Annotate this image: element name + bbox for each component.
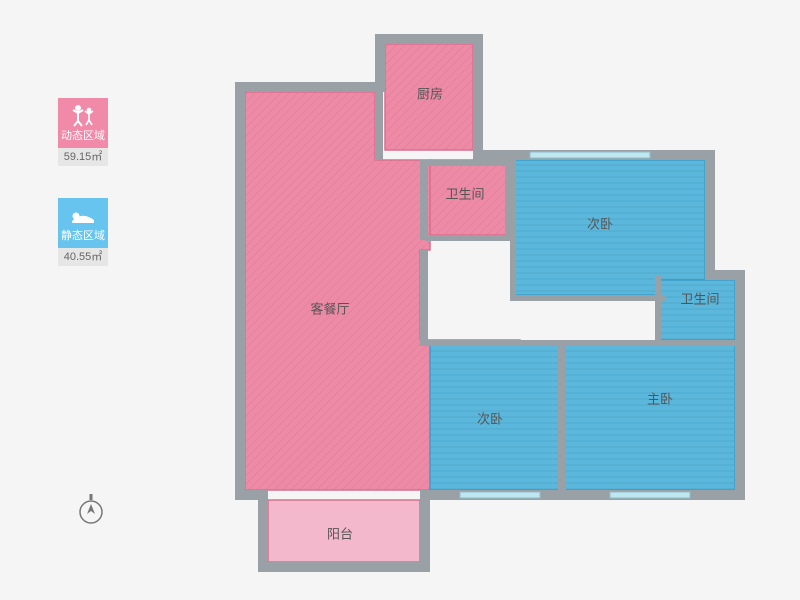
room-label-master: 主卧 — [647, 391, 673, 406]
room-label-kitchen: 厨房 — [417, 86, 443, 101]
room-label-bath1: 卫生间 — [445, 186, 484, 201]
room-label-living: 客餐厅 — [310, 301, 349, 316]
inner-wall — [425, 235, 511, 241]
inner-wall — [420, 250, 428, 346]
room-master — [565, 345, 735, 490]
outer-wall-segment — [258, 490, 268, 572]
outer-wall-segment — [375, 34, 483, 44]
window — [530, 152, 650, 158]
inner-wall — [425, 160, 515, 166]
window — [610, 492, 690, 498]
inner-wall — [420, 340, 740, 346]
outer-wall-segment — [735, 270, 745, 500]
room-label-bed2a: 次卧 — [587, 216, 613, 231]
outer-wall-segment — [268, 562, 430, 572]
outer-wall-segment — [235, 82, 385, 92]
room-label-balcony: 阳台 — [327, 526, 353, 541]
inner-wall — [420, 160, 428, 240]
inner-wall — [655, 275, 661, 345]
room-bath2 — [660, 280, 735, 340]
room-label-bath2: 卫生间 — [680, 291, 719, 306]
inner-wall — [510, 160, 516, 300]
outer-wall-segment — [420, 490, 430, 572]
outer-wall-segment — [705, 150, 715, 280]
outer-wall-segment — [235, 82, 245, 500]
inner-wall — [375, 92, 383, 160]
room-label-bed2b: 次卧 — [477, 411, 503, 426]
inner-wall — [510, 295, 665, 301]
window — [460, 492, 540, 498]
outer-wall-segment — [473, 34, 483, 160]
floor-plan: 客餐厅厨房卫生间阳台次卧卫生间次卧主卧 — [0, 0, 800, 600]
inner-wall — [558, 345, 566, 493]
